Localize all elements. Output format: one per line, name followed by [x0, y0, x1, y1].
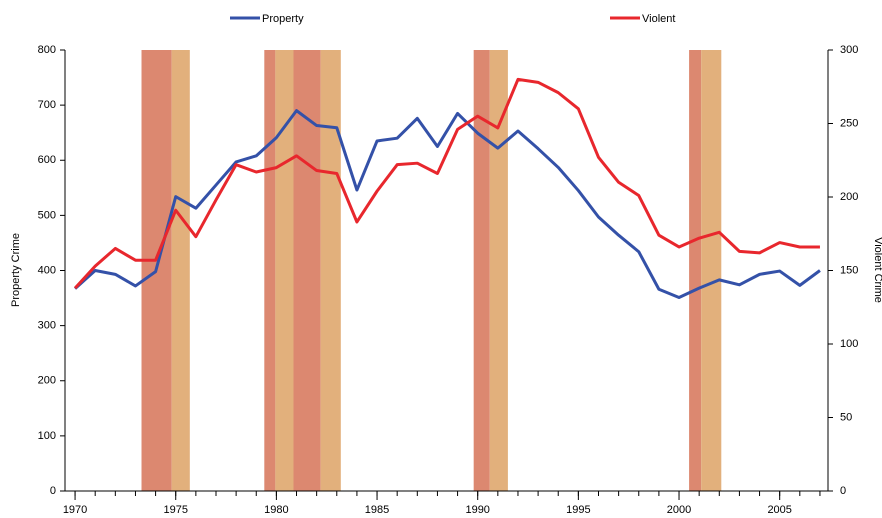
y-tick-label: 300 [38, 320, 56, 332]
y2-tick-label: 250 [840, 117, 858, 129]
recession-band [473, 50, 490, 491]
recession-band [264, 50, 276, 491]
y-tick-label: 100 [38, 430, 56, 442]
series-line [73, 77, 820, 290]
y2-tick-label: 0 [840, 485, 846, 497]
y2-tick-label: 150 [840, 264, 858, 276]
y2-tick-label: 100 [840, 338, 858, 350]
y-tick-label: 700 [38, 99, 56, 111]
x-tick-label: 2005 [767, 504, 791, 516]
recession-band [701, 50, 722, 491]
y2-axis-label: Violent Crime [872, 237, 882, 303]
x-tick-label: 1990 [465, 504, 489, 516]
recession-band [489, 50, 508, 491]
series-line [74, 109, 821, 300]
y-tick-label: 500 [38, 209, 56, 221]
y-tick-label: 0 [50, 485, 56, 497]
y-tick-label: 200 [38, 375, 56, 387]
y2-tick-label: 200 [840, 191, 858, 203]
x-tick-label: 2000 [667, 504, 691, 516]
legend-label: Property [262, 13, 304, 25]
y2-tick-label: 50 [840, 411, 852, 423]
x-tick-label: 1970 [63, 504, 87, 516]
x-tick-label: 1975 [163, 504, 187, 516]
recession-band [689, 50, 702, 491]
recession-band [320, 50, 341, 491]
y2-tick-label: 300 [840, 44, 858, 56]
y-tick-label: 600 [38, 154, 56, 166]
x-tick-label: 1980 [264, 504, 288, 516]
y-tick-label: 400 [38, 264, 56, 276]
y-axis-label: Property Crime [10, 233, 22, 307]
x-tick-label: 1985 [365, 504, 389, 516]
recession-band [293, 50, 321, 491]
recession-band [171, 50, 190, 491]
legend-label: Violent [642, 13, 675, 25]
y-tick-label: 800 [38, 44, 56, 56]
x-tick-label: 1995 [566, 504, 590, 516]
